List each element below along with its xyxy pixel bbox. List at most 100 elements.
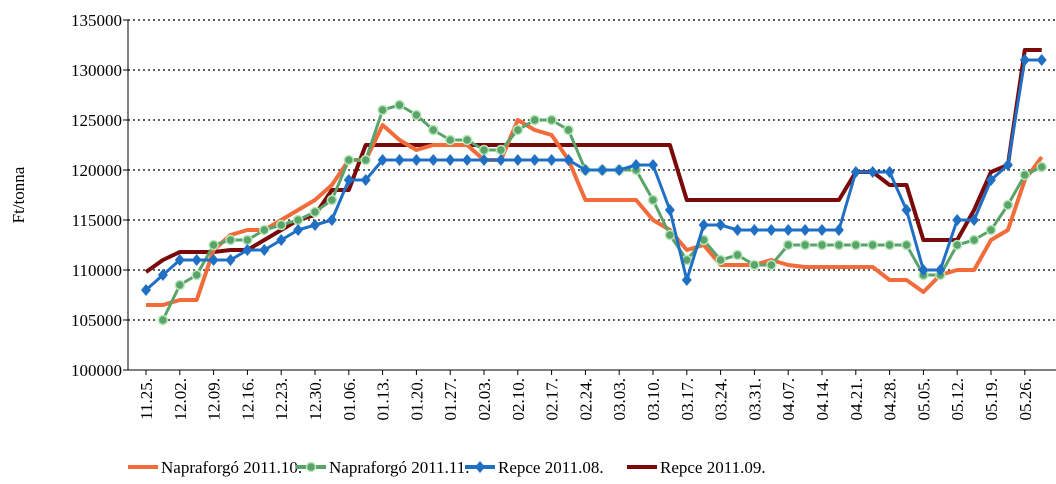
point: [546, 154, 557, 166]
point: [546, 114, 557, 126]
x-tick-label: 11.25.: [137, 378, 156, 420]
point: [1002, 199, 1014, 211]
x-tick-label: 02.17.: [543, 378, 562, 421]
y-axis-label: Ft/tonna: [9, 166, 28, 223]
legend-marker: [475, 461, 485, 473]
point: [833, 224, 844, 236]
x-tick-label: 01.27.: [441, 378, 460, 421]
series-line: [145, 58, 1042, 292]
point: [563, 124, 574, 136]
point: [512, 154, 523, 166]
x-tick-label: 05.19.: [982, 378, 1001, 421]
x-tick-label: 02.10.: [509, 378, 528, 421]
point: [901, 204, 912, 216]
point: [242, 244, 253, 256]
point: [681, 274, 692, 286]
point: [766, 224, 777, 236]
y-tick-label: 110000: [72, 261, 122, 280]
y-tick-label: 125000: [71, 111, 122, 130]
point: [732, 224, 743, 236]
legend-label: Napraforgó 2011.10.: [161, 458, 302, 477]
x-tick-label: 01.20.: [407, 378, 426, 421]
point: [157, 314, 169, 326]
point: [512, 124, 524, 136]
point: [394, 99, 405, 111]
point: [968, 234, 980, 246]
y-tick-label: 120000: [71, 161, 122, 180]
x-tick-label: 12.23.: [272, 378, 291, 421]
point: [259, 244, 270, 256]
point: [597, 164, 608, 176]
point: [664, 229, 676, 241]
point: [698, 219, 709, 231]
point: [326, 194, 338, 206]
point: [1019, 54, 1030, 66]
x-tick-label: 05.05.: [914, 378, 933, 421]
point: [614, 164, 625, 176]
point: [208, 239, 219, 251]
point: [360, 154, 371, 166]
point: [1002, 159, 1013, 171]
point: [901, 239, 912, 251]
point: [884, 239, 895, 251]
point: [816, 239, 828, 251]
point: [935, 264, 946, 276]
point: [850, 166, 861, 178]
point: [782, 239, 794, 251]
x-tick-label: 12.02.: [171, 378, 190, 421]
x-tick-label: 02.03.: [475, 378, 494, 421]
point: [275, 219, 287, 231]
point: [444, 134, 456, 146]
point: [225, 254, 236, 266]
point: [766, 259, 777, 271]
point: [850, 239, 862, 251]
point: [664, 204, 675, 216]
point: [259, 224, 270, 236]
x-tick-label: 01.13.: [374, 378, 393, 421]
point: [293, 224, 304, 236]
y-tick-label: 130000: [71, 61, 122, 80]
legend-label: Repce 2011.08.: [498, 458, 604, 477]
point: [1036, 161, 1047, 173]
point: [867, 166, 878, 178]
point: [276, 234, 287, 246]
point: [580, 164, 591, 176]
legend-item: Napraforgó 2011.11.: [296, 458, 470, 477]
point: [461, 134, 473, 146]
point: [985, 224, 997, 236]
x-tick-label: 03.24.: [712, 378, 731, 421]
point: [292, 214, 304, 226]
point: [833, 239, 845, 251]
point: [191, 254, 202, 266]
point: [529, 114, 540, 126]
point: [411, 154, 422, 166]
point: [951, 239, 963, 251]
x-tick-label: 05.26.: [1016, 378, 1035, 421]
legend-label: Repce 2011.09.: [660, 458, 766, 477]
point: [174, 254, 185, 266]
point: [394, 154, 405, 166]
x-tick-label: 04.07.: [779, 378, 798, 421]
y-tick-label: 105000: [71, 311, 122, 330]
x-tick-label: 04.28.: [881, 378, 900, 421]
legend-item: Napraforgó 2011.10.: [128, 458, 302, 477]
x-tick-label: 03.10.: [644, 378, 663, 421]
point: [495, 144, 507, 156]
x-tick-label: 03.31.: [745, 378, 764, 421]
point: [749, 224, 760, 236]
x-tick-label: 02.24.: [576, 378, 595, 421]
point: [479, 154, 489, 166]
point: [631, 159, 642, 171]
legend-item: Repce 2011.09.: [627, 458, 766, 477]
x-tick-label: 05.12.: [948, 378, 967, 421]
point: [411, 109, 422, 121]
point: [800, 224, 811, 236]
x-tick-label: 01.06.: [340, 378, 359, 421]
x-tick-label: 03.17.: [678, 378, 697, 421]
point: [225, 234, 236, 246]
point: [310, 219, 320, 231]
point: [799, 239, 811, 251]
point: [309, 206, 321, 218]
point: [445, 154, 456, 166]
